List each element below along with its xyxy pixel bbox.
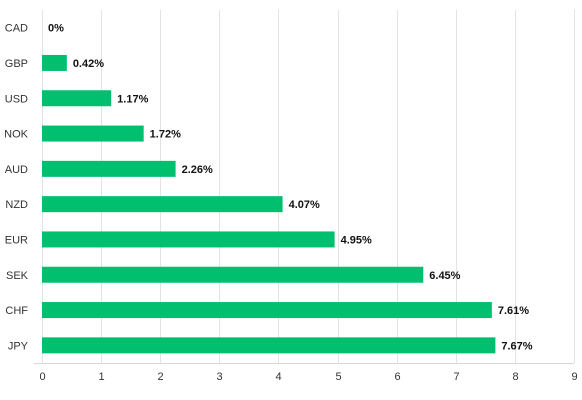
category-label-aud: AUD	[5, 164, 28, 176]
x-tick-label: 8	[512, 371, 518, 383]
x-axis-ticks: 0 1 2 3 4 5 6 7 8 9	[39, 371, 577, 383]
data-label-jpy: 7.67%	[501, 340, 532, 352]
bars	[42, 54, 496, 354]
category-label-gbp: GBP	[5, 58, 28, 70]
category-label-nzd: NZD	[5, 199, 28, 211]
x-tick-label: 4	[275, 371, 281, 383]
category-label-cad: CAD	[5, 23, 28, 35]
x-tick-label: 1	[98, 371, 104, 383]
data-label-gbp: 0.42%	[73, 58, 104, 70]
data-label-eur: 4.95%	[341, 234, 372, 246]
x-tick-label: 9	[571, 371, 577, 383]
bar-chf	[42, 302, 492, 319]
x-tick-label: 5	[335, 371, 341, 383]
bar-eur	[42, 231, 335, 248]
data-label-aud: 2.26%	[182, 164, 213, 176]
data-label-nzd: 4.07%	[289, 199, 320, 211]
category-label-usd: USD	[5, 93, 28, 105]
x-tick-label: 7	[453, 371, 459, 383]
bar-nzd	[42, 196, 283, 213]
data-label-usd: 1.17%	[117, 93, 148, 105]
category-label-nok: NOK	[4, 129, 29, 141]
bar-gbp	[42, 54, 67, 71]
category-label-eur: EUR	[5, 234, 28, 246]
x-tick-label: 6	[394, 371, 400, 383]
x-tick-label: 0	[39, 371, 45, 383]
data-label-chf: 7.61%	[498, 305, 529, 317]
bar-nok	[42, 125, 144, 142]
bar-usd	[42, 90, 112, 107]
grid-lines	[34, 10, 575, 364]
category-label-jpy: JPY	[8, 340, 29, 352]
bar-aud	[42, 160, 176, 177]
category-label-chf: CHF	[5, 305, 28, 317]
value-labels: 0% 0.42% 1.17% 1.72% 2.26% 4.07% 4.95% 6.45% 7.6…	[48, 23, 533, 353]
bar-sek	[42, 266, 424, 283]
data-label-sek: 6.45%	[429, 270, 460, 282]
bar-jpy	[42, 337, 496, 354]
x-tick-label: 3	[216, 371, 222, 383]
category-labels: CAD GBP USD NOK AUD NZD EUR SEK CHF JPY	[4, 23, 29, 353]
data-label-cad: 0%	[48, 23, 64, 35]
x-tick-label: 2	[157, 371, 163, 383]
data-label-nok: 1.72%	[150, 129, 181, 141]
category-label-sek: SEK	[6, 270, 29, 282]
